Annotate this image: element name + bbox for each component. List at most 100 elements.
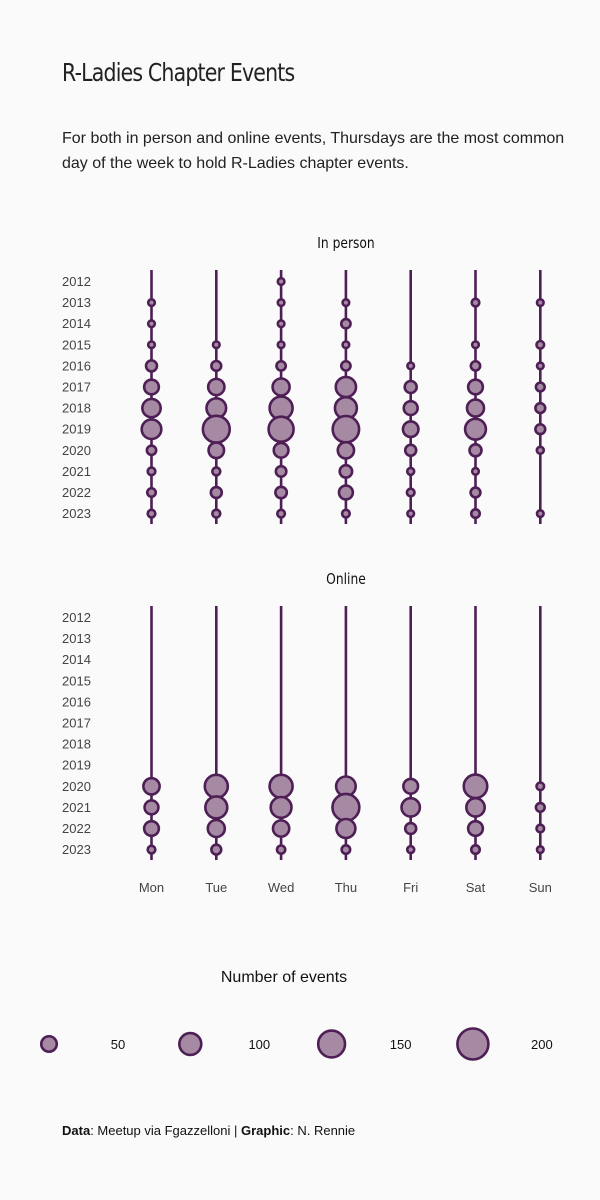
year-tick-label: 2018: [62, 401, 91, 416]
event-bubble: [470, 466, 481, 477]
caption-data-label: Data: [62, 1123, 91, 1138]
year-tick-label: 2022: [62, 485, 91, 500]
event-bubble: [276, 319, 286, 329]
year-tick-label: 2015: [62, 337, 91, 352]
year-tick-label: 2020: [62, 443, 91, 458]
year-tick-label: 2023: [62, 842, 91, 857]
day-tick-label: Thu: [335, 880, 357, 895]
event-bubble: [274, 464, 288, 478]
caption-graphic-text: : N. Rennie: [290, 1123, 356, 1138]
event-bubble: [146, 466, 157, 477]
event-bubble: [340, 508, 352, 519]
year-tick-label: 2019: [62, 758, 91, 773]
legend-bubble: [178, 1031, 203, 1057]
year-tick-label: 2013: [62, 631, 91, 646]
event-bubble: [534, 401, 547, 415]
legend-bubble: [316, 1029, 347, 1059]
event-bubble: [341, 298, 351, 308]
year-tick-label: 2019: [62, 422, 91, 437]
event-bubble: [402, 399, 419, 417]
legend-bubble: [39, 1034, 59, 1054]
event-bubble: [534, 381, 546, 393]
legend-label: 200: [531, 1037, 553, 1052]
event-bubble: [144, 359, 159, 373]
event-bubble: [210, 359, 223, 373]
event-bubble: [405, 844, 416, 855]
event-bubble: [268, 773, 294, 800]
year-tick-label: 2015: [62, 673, 91, 688]
caption-graphic-label: Graphic: [240, 1123, 291, 1138]
event-bubble: [535, 339, 546, 350]
event-bubble: [535, 508, 545, 519]
year-tick-label: 2021: [62, 464, 91, 479]
event-bubble: [276, 276, 286, 287]
event-bubble: [405, 487, 416, 498]
panel-title: In person: [317, 235, 374, 252]
event-bubble: [338, 463, 354, 479]
event-bubble: [402, 777, 420, 795]
event-bubble: [470, 340, 481, 350]
event-bubble: [337, 484, 355, 501]
event-bubble: [335, 817, 357, 840]
event-bubble: [271, 819, 291, 838]
event-bubble: [462, 773, 489, 800]
year-tick-label: 2023: [62, 506, 91, 521]
legend-label: 150: [390, 1037, 412, 1052]
day-tick-label: Mon: [139, 880, 164, 895]
event-bubble: [403, 443, 418, 458]
event-bubble: [334, 375, 358, 399]
legend-bubble: [456, 1027, 490, 1061]
event-bubble: [146, 844, 157, 855]
event-bubble: [275, 359, 288, 372]
event-bubble: [276, 298, 286, 308]
year-tick-label: 2012: [62, 610, 91, 625]
event-bubble: [211, 508, 222, 519]
event-bubble: [276, 508, 287, 519]
event-bubble: [535, 445, 546, 456]
event-bubble: [341, 340, 351, 350]
event-bubble: [400, 796, 422, 818]
event-bubble: [403, 379, 419, 395]
event-bubble: [146, 508, 157, 519]
event-bubble: [403, 821, 418, 836]
event-bubble: [340, 844, 352, 856]
day-tick-label: Sun: [529, 880, 552, 895]
event-bubble: [146, 340, 157, 350]
year-tick-label: 2013: [62, 295, 91, 310]
event-bubble: [469, 844, 482, 856]
year-tick-label: 2020: [62, 779, 91, 794]
event-bubble: [269, 795, 293, 820]
event-bubble: [331, 414, 361, 444]
event-bubble: [331, 792, 361, 823]
caption-data-text: : Meetup via Fgazzelloni |: [90, 1123, 241, 1138]
year-tick-label: 2016: [62, 358, 91, 373]
event-bubble: [465, 796, 486, 818]
year-tick-label: 2012: [62, 274, 91, 289]
event-bubble: [339, 359, 352, 372]
event-bubble: [406, 508, 416, 519]
legend-label: 50: [111, 1037, 125, 1052]
day-tick-label: Fri: [403, 880, 418, 895]
event-bubble: [143, 799, 160, 816]
chart-title: R-Ladies Chapter Events: [62, 58, 295, 87]
event-bubble: [207, 441, 226, 460]
year-tick-label: 2018: [62, 737, 91, 752]
event-bubble: [535, 361, 545, 371]
panel-title: Online: [326, 571, 366, 588]
event-bubble: [466, 819, 485, 838]
event-bubble: [204, 795, 229, 820]
event-bubble: [406, 361, 416, 371]
year-tick-label: 2017: [62, 380, 91, 395]
event-bubble: [275, 844, 287, 855]
event-bubble: [206, 377, 226, 397]
year-tick-label: 2022: [62, 821, 91, 836]
event-bubble: [534, 423, 547, 436]
year-tick-label: 2016: [62, 694, 91, 709]
event-bubble: [201, 414, 232, 444]
legend-title: Number of events: [221, 969, 347, 986]
event-bubble: [276, 340, 286, 350]
event-bubble: [145, 444, 158, 457]
bubble-chart: In person 2012 2013 2014 2015 2016 2017 2018 201…: [39, 235, 553, 1061]
event-bubble: [468, 442, 483, 458]
event-bubble: [535, 844, 545, 855]
